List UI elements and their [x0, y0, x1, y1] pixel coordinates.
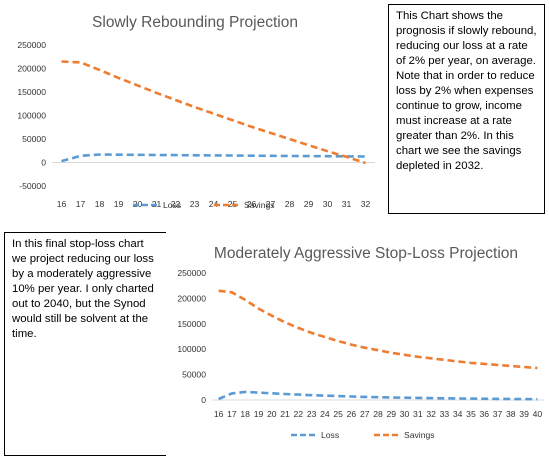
bottom-chart: Moderately Aggressive Stop-Loss Projecti…	[177, 245, 544, 440]
bottom-note: In this final stop-loss chart we project…	[4, 232, 168, 456]
legend-label-savings: Savings	[404, 430, 435, 440]
top-note: This Chart shows the prognosis if slowly…	[388, 4, 545, 214]
x-tick-label: 37	[493, 409, 503, 419]
x-tick-label: 18	[240, 409, 250, 419]
legend-label-loss: Loss	[163, 200, 181, 210]
y-tick-label: -50000	[19, 181, 46, 191]
x-tick-label: 19	[254, 409, 264, 419]
x-tick-label: 17	[76, 199, 86, 209]
x-tick-label: 16	[57, 199, 67, 209]
x-tick-label: 28	[373, 409, 383, 419]
bottom-chart-panel: Moderately Aggressive Stop-Loss Projecti…	[166, 232, 549, 460]
x-tick-label: 26	[247, 199, 257, 209]
x-tick-label: 18	[95, 199, 105, 209]
x-tick-label: 26	[347, 409, 357, 419]
x-tick-label: 20	[267, 409, 277, 419]
x-tick-label: 23	[190, 199, 200, 209]
x-tick-label: 31	[342, 199, 352, 209]
x-tick-label: 19	[114, 199, 124, 209]
x-tick-label: 29	[386, 409, 396, 419]
x-tick-label: 39	[519, 409, 529, 419]
series-line-loss	[61, 153, 366, 163]
x-tick-label: 17	[227, 409, 237, 419]
y-tick-label: 250000	[177, 268, 206, 278]
x-tick-label: 40	[533, 409, 543, 419]
y-tick-label: 200000	[17, 64, 46, 74]
x-tick-label: 35	[466, 409, 476, 419]
y-tick-label: 0	[41, 158, 46, 168]
x-tick-label: 32	[426, 409, 436, 419]
x-tick-label: 36	[479, 409, 489, 419]
x-tick-label: 30	[400, 409, 410, 419]
x-tick-label: 28	[285, 199, 295, 209]
y-tick-label: 150000	[17, 87, 46, 97]
y-tick-label: 0	[201, 395, 206, 405]
x-tick-label: 27	[266, 199, 276, 209]
x-tick-label: 21	[280, 409, 290, 419]
chart-title: Moderately Aggressive Stop-Loss Projecti…	[214, 245, 518, 262]
x-tick-label: 24	[209, 199, 219, 209]
top-chart-panel: Slowly Rebounding Projection 250000 200000…	[0, 0, 385, 232]
y-tick-label: 150000	[177, 319, 206, 329]
series-line-savings	[61, 60, 366, 165]
x-tick-label: 22	[171, 199, 181, 209]
x-tick-label: 27	[360, 409, 370, 419]
series-line-loss	[218, 390, 538, 401]
x-tick-label: 33	[440, 409, 450, 419]
x-tick-label: 29	[304, 199, 314, 209]
legend-label-loss: Loss	[321, 430, 339, 440]
x-tick-label: 22	[294, 409, 304, 419]
y-tick-label: 50000	[182, 370, 206, 380]
legend-label-savings: Savings	[244, 200, 275, 210]
x-tick-label: 24	[320, 409, 330, 419]
y-tick-label: 250000	[17, 40, 46, 50]
x-tick-label: 38	[506, 409, 516, 419]
x-tick-label: 31	[413, 409, 423, 419]
series-line-savings	[218, 289, 538, 370]
x-tick-label: 25	[333, 409, 343, 419]
chart-title: Slowly Rebounding Projection	[92, 14, 298, 31]
x-tick-label: 30	[323, 199, 333, 209]
x-tick-label: 32	[361, 199, 371, 209]
y-tick-label: 200000	[177, 293, 206, 303]
y-tick-label: 100000	[17, 111, 46, 121]
y-tick-label: 100000	[177, 344, 206, 354]
top-chart: Slowly Rebounding Projection 250000 200000…	[17, 14, 375, 210]
x-tick-label: 16	[214, 409, 224, 419]
y-tick-label: 50000	[22, 134, 46, 144]
x-tick-label: 23	[307, 409, 317, 419]
x-tick-label: 34	[453, 409, 463, 419]
